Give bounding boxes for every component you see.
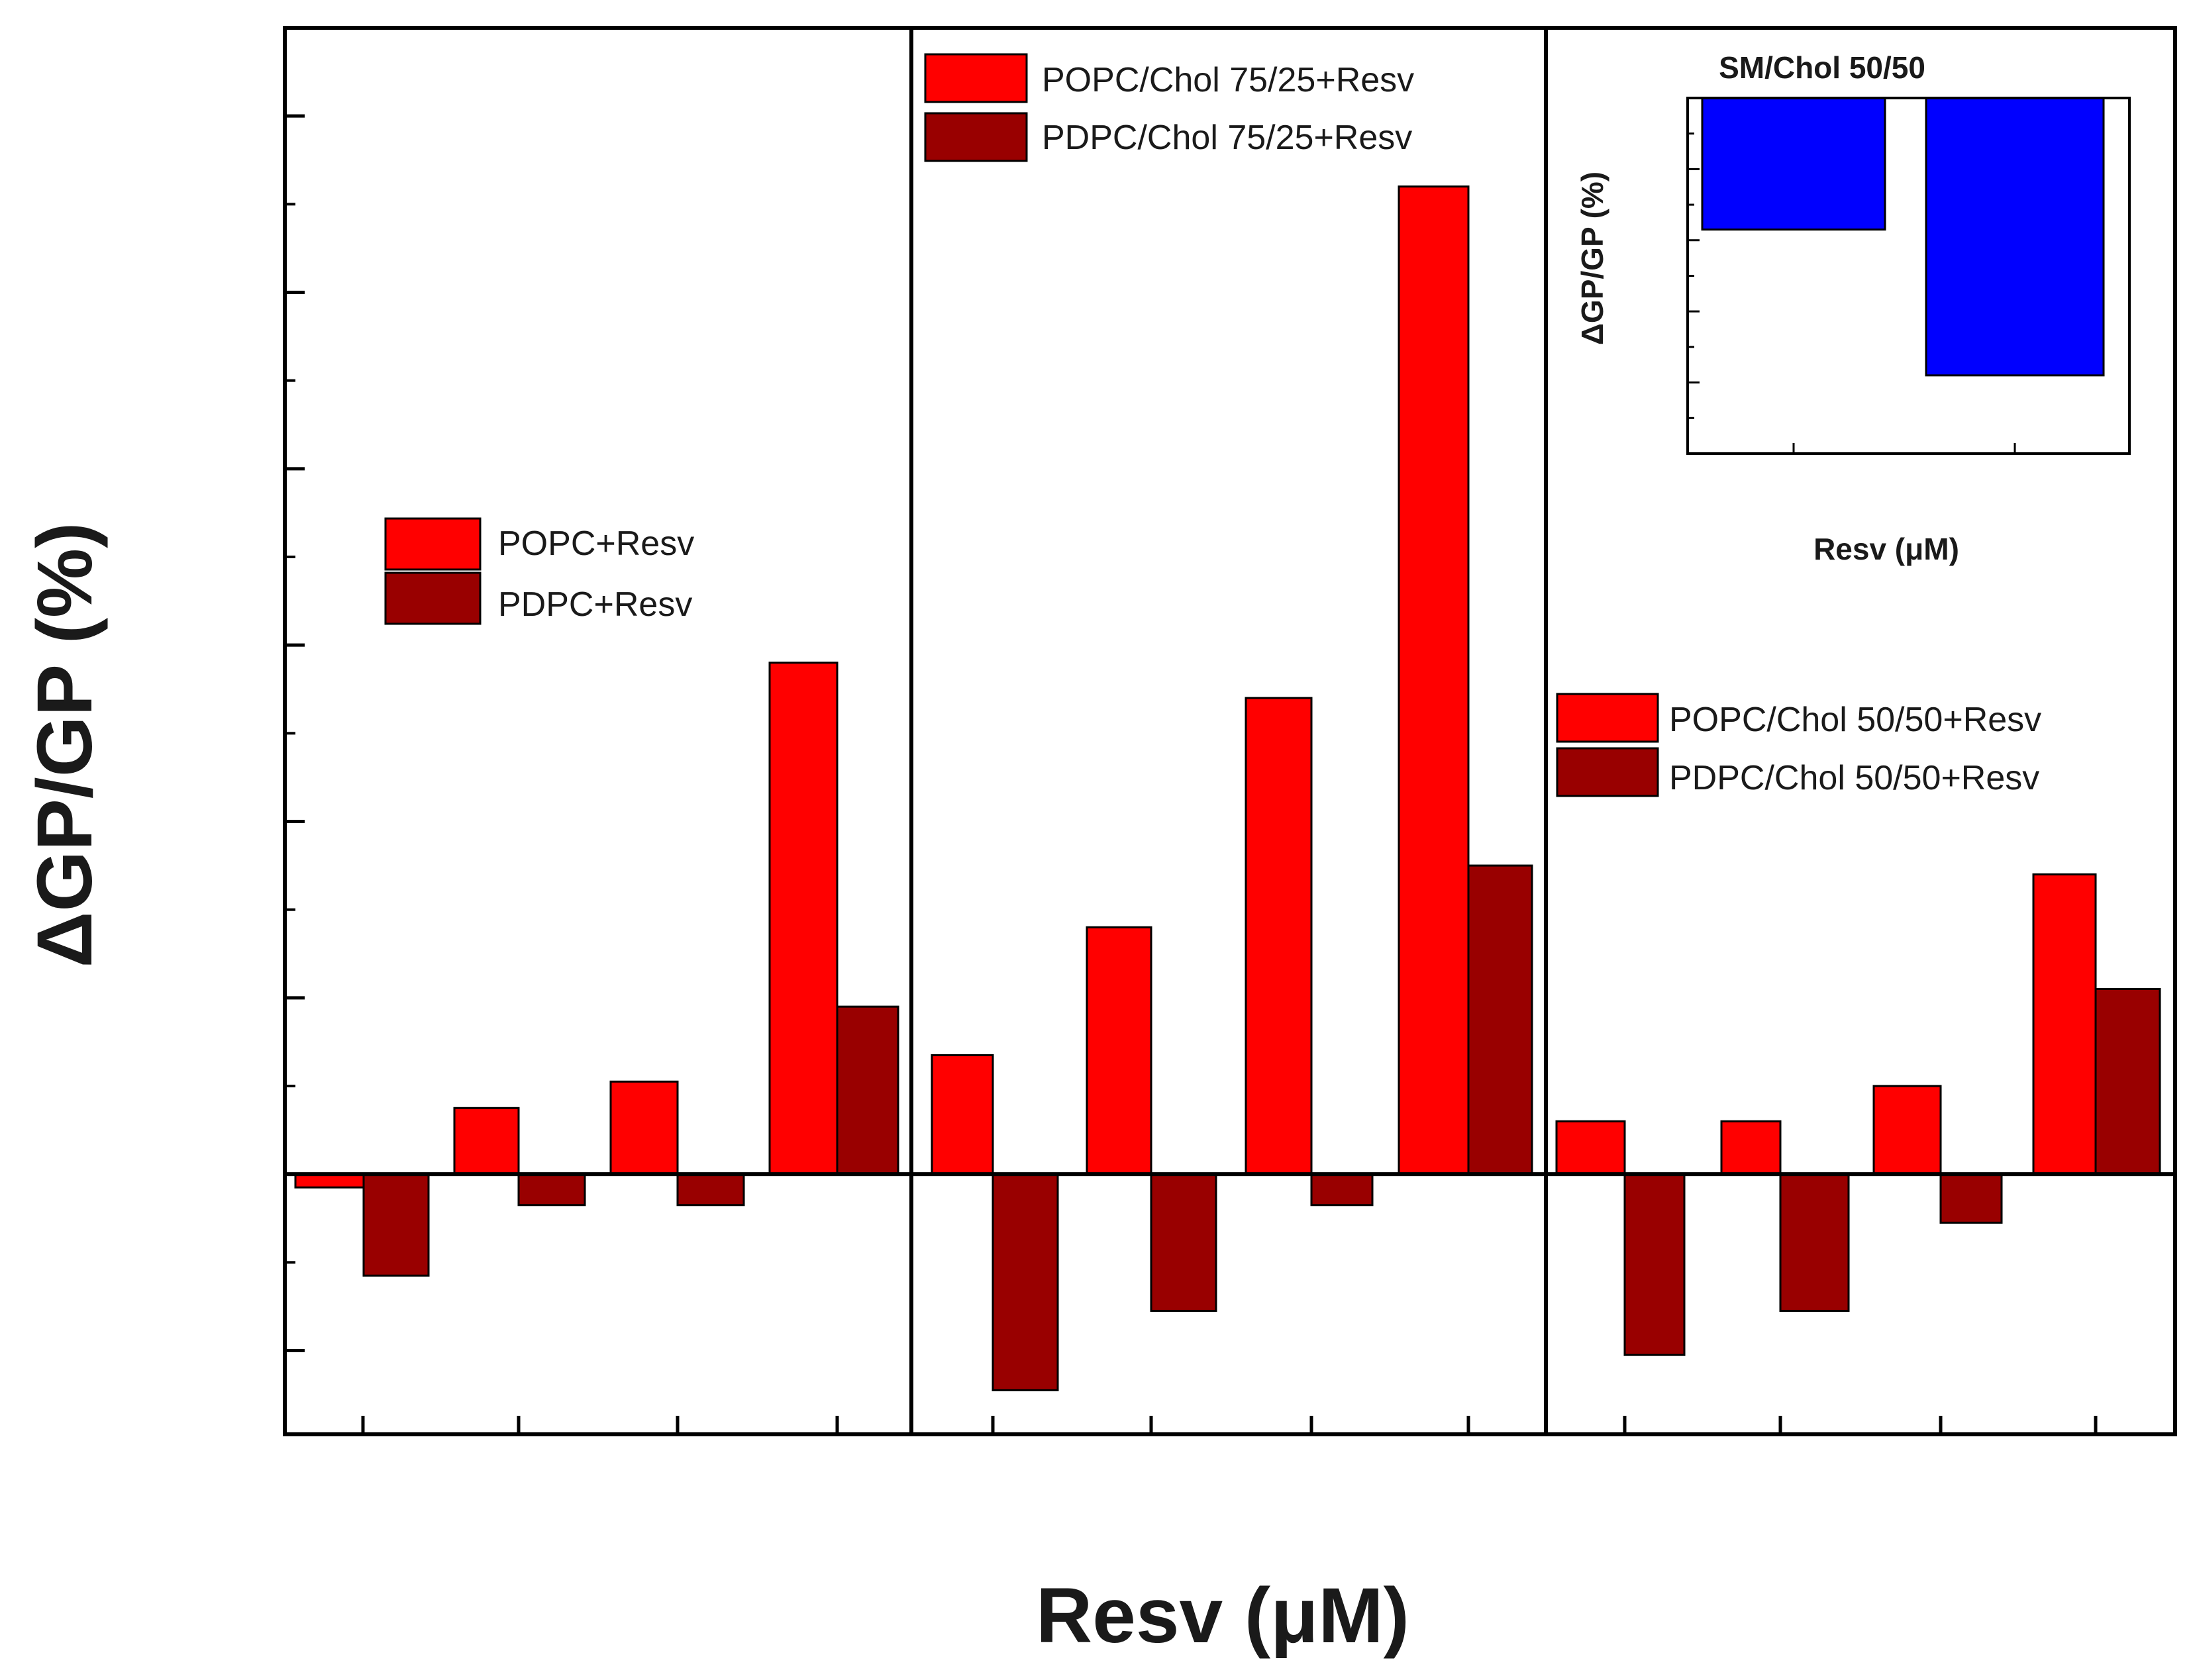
y-axis-ticks: [285, 26, 305, 1352]
bar-panel3-pdpc-200: [1939, 1173, 2003, 1224]
x-axis-title: Resv (μM): [1036, 1572, 1409, 1659]
inset-y-ticks: [1688, 97, 1700, 455]
legend-swatch-popc-chol-75-25: [924, 53, 1028, 103]
legend-swatch-pdpc-chol-50-50: [1556, 747, 1659, 797]
bar-panel3-popc-500: [2032, 873, 2097, 1175]
inset-x-ticks: [1792, 443, 2016, 454]
legend-swatch-pdpc-chol-75-25: [924, 112, 1028, 162]
legend-label-pdpc-chol-50-50: PDPC/Chol 50/50+Resv: [1669, 759, 2039, 797]
main-bars: [294, 185, 2161, 1391]
bar-panel1-popc-100: [453, 1107, 520, 1175]
bar-panel3-pdpc-100: [1779, 1173, 1850, 1312]
legend-label-popc: POPC+Resv: [498, 524, 694, 563]
inset-x-axis-title: Resv (μM): [1813, 532, 1959, 566]
legend-panel-2: POPC/Chol 75/25+Resv PDPC/Chol 75/25+Res…: [924, 53, 1414, 162]
bar-panel1-pdpc-500: [836, 1005, 899, 1175]
bar-panel2-popc-100: [1086, 926, 1152, 1175]
legend-label-popc-chol-75-25: POPC/Chol 75/25+Resv: [1042, 61, 1414, 99]
bar-panel2-popc-200: [1245, 697, 1313, 1175]
inset-title: SM/Chol 50/50: [1719, 50, 1925, 85]
bar-panel2-pdpc-200: [1310, 1173, 1374, 1207]
bar-panel1-popc-500: [768, 662, 839, 1175]
x-axis-ticks: [361, 1416, 2098, 1434]
legend-swatch-pdpc: [384, 571, 482, 625]
bar-panel1-pdpc-100: [517, 1173, 586, 1207]
legend-label-pdpc: PDPC+Resv: [498, 585, 692, 624]
legend-swatch-popc: [384, 517, 482, 571]
inset-chart: SM/Chol 50/50 Resv (μM) ΔGP/GP (%): [1575, 50, 2131, 566]
inset-bar-50: [1701, 97, 1886, 231]
legend-panel-3: POPC/Chol 50/50+Resv PDPC/Chol 50/50+Res…: [1556, 693, 2041, 797]
bar-panel2-pdpc-50: [992, 1173, 1059, 1391]
inset-bar-500: [1925, 97, 2105, 377]
legend-label-pdpc-chol-75-25: PDPC/Chol 75/25+Resv: [1042, 119, 1412, 157]
main-plot-frame: [283, 26, 2177, 1436]
legend-swatch-popc-chol-50-50: [1556, 693, 1659, 743]
bar-panel3-pdpc-50: [1623, 1173, 1686, 1356]
bar-panel1-pdpc-50: [362, 1173, 430, 1277]
legend-label-popc-chol-50-50: POPC/Chol 50/50+Resv: [1669, 701, 2041, 739]
plot-border: [283, 26, 2177, 1436]
legend-panel-1: POPC+Resv PDPC+Resv: [384, 517, 694, 625]
bar-panel3-popc-50: [1555, 1120, 1626, 1175]
bar-panel2-popc-500: [1398, 185, 1470, 1175]
bar-panel3-popc-200: [1872, 1085, 1942, 1175]
bar-panel1-pdpc-200: [676, 1173, 745, 1207]
bar-panel3-popc-100: [1720, 1120, 1782, 1175]
bar-panel1-popc-200: [609, 1080, 679, 1175]
bar-panel2-pdpc-100: [1150, 1173, 1217, 1312]
bar-panel2-popc-50: [931, 1054, 994, 1175]
bar-panel2-pdpc-500: [1467, 864, 1533, 1175]
inset-bars: [1701, 97, 2105, 377]
bar-panel3-pdpc-500: [2094, 988, 2161, 1175]
inset-y-axis-title: ΔGP/GP (%): [1575, 172, 1609, 345]
y-axis-title: ΔGP/GP (%): [21, 522, 109, 968]
